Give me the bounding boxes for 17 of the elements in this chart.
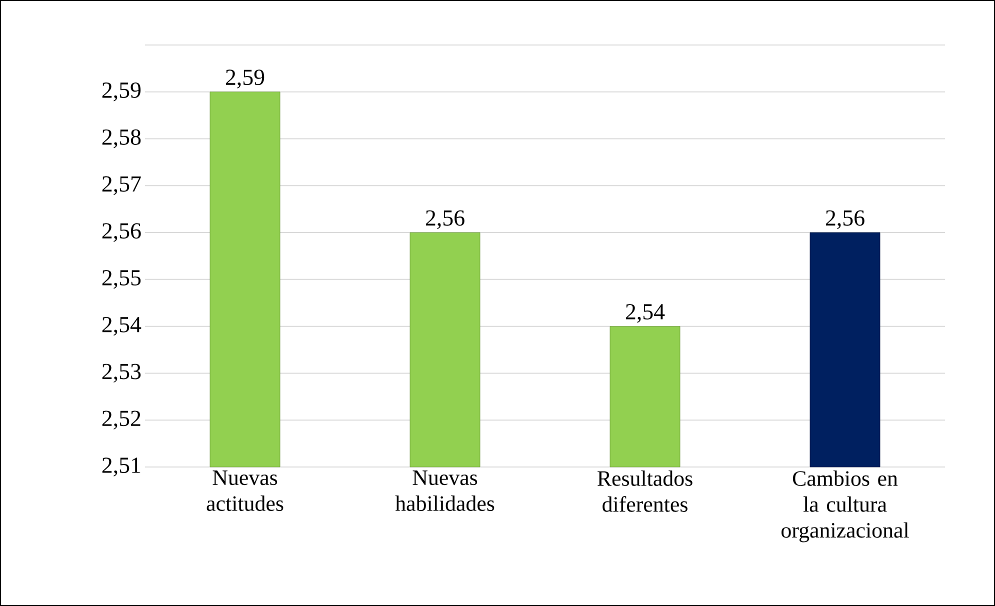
data-label: 2,56 — [826, 210, 864, 230]
y-tick-label: 2,54 — [102, 316, 142, 336]
y-tick-label: 2,55 — [102, 270, 141, 289]
y-tick-label: 2,51 — [102, 458, 140, 476]
y-tick-label: 2,59 — [102, 82, 141, 102]
data-label: 2,59 — [226, 70, 264, 88]
y-tick-label: 2,57 — [102, 176, 141, 196]
x-tick-label: Cambios en la cultura organizacional — [782, 470, 909, 542]
y-tick-label: 2,53 — [102, 364, 141, 383]
x-tick-label: Resultados diferentes — [598, 470, 692, 512]
y-tick-label: 2,58 — [102, 129, 141, 148]
x-tick-label: Nuevas habilidades — [395, 470, 494, 511]
data-label: 2,54 — [626, 304, 665, 323]
data-label: 2,56 — [426, 210, 464, 230]
x-tick-label: Nuevas actitudes — [206, 470, 284, 511]
y-tick-label: 2,52 — [102, 410, 140, 430]
y-tick-label: 2,56 — [102, 223, 141, 242]
